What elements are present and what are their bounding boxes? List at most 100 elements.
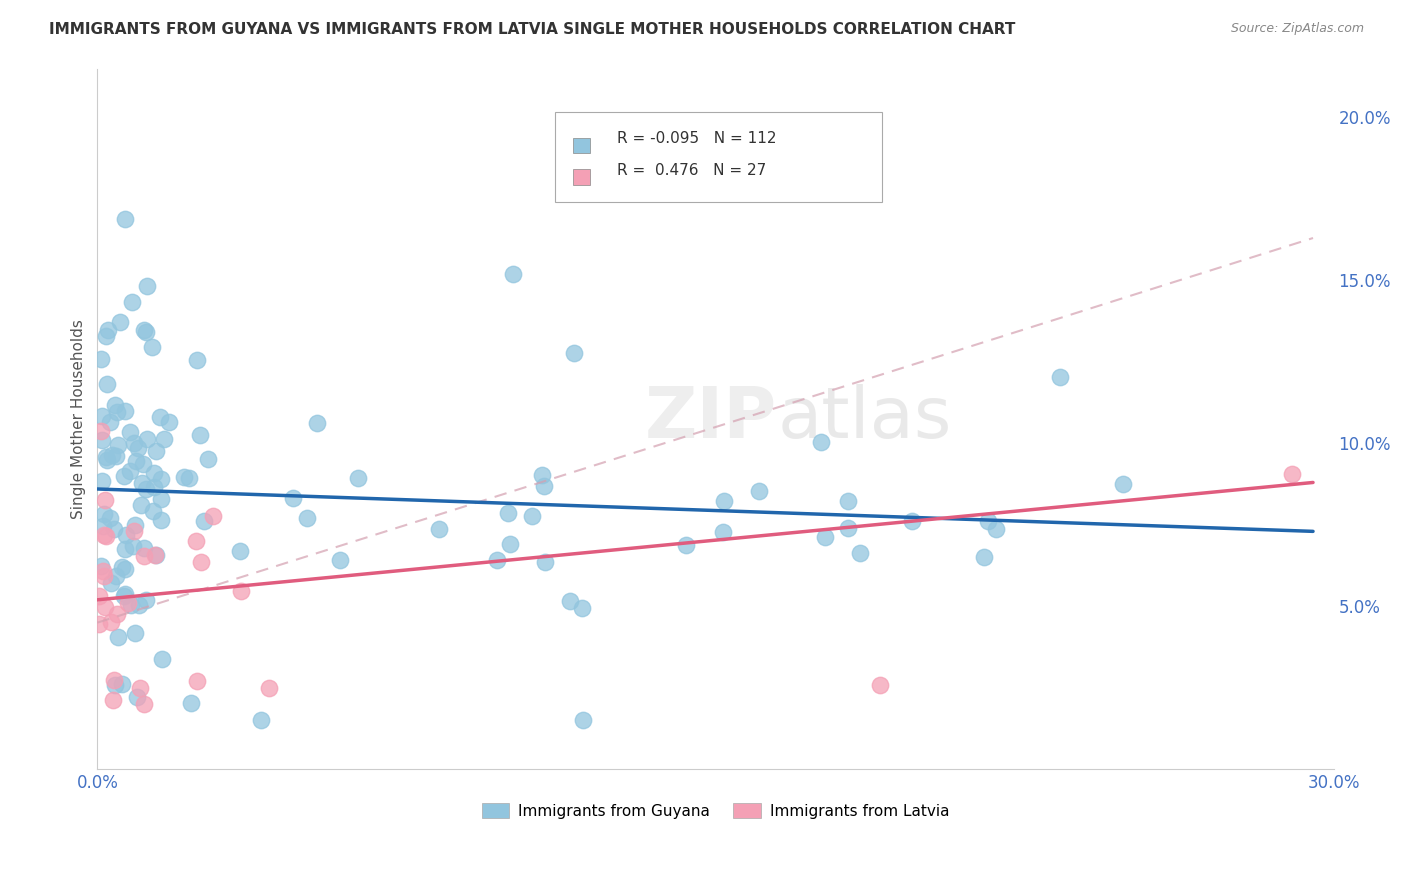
Point bbox=[149, 472, 172, 486]
Point bbox=[295, 511, 318, 525]
Point bbox=[114, 587, 136, 601]
Point bbox=[96, 376, 118, 391]
Point bbox=[145, 444, 167, 458]
Point bbox=[135, 432, 157, 446]
Point bbox=[562, 346, 585, 360]
Point bbox=[849, 545, 872, 559]
Point bbox=[259, 681, 281, 695]
Point bbox=[111, 559, 134, 574]
Point bbox=[107, 607, 129, 622]
Point bbox=[91, 474, 114, 488]
Point bbox=[100, 448, 122, 462]
Point bbox=[90, 559, 112, 574]
Point bbox=[675, 538, 697, 552]
Point bbox=[571, 714, 593, 728]
Point bbox=[128, 681, 150, 696]
Point bbox=[180, 697, 202, 711]
Point bbox=[90, 425, 112, 439]
Point bbox=[1049, 370, 1071, 384]
Legend: Immigrants from Guyana, Immigrants from Latvia: Immigrants from Guyana, Immigrants from … bbox=[475, 797, 956, 825]
Point bbox=[89, 590, 111, 604]
Point bbox=[143, 480, 166, 494]
Point bbox=[104, 678, 127, 692]
Point bbox=[522, 508, 544, 523]
Point bbox=[91, 433, 114, 447]
Point bbox=[96, 529, 118, 543]
Point bbox=[305, 417, 328, 431]
Point bbox=[131, 475, 153, 490]
Point bbox=[186, 674, 208, 689]
Point bbox=[120, 598, 142, 612]
Point bbox=[100, 615, 122, 629]
Y-axis label: Single Mother Households: Single Mother Households bbox=[72, 319, 86, 519]
Point bbox=[229, 544, 252, 558]
Point bbox=[132, 697, 155, 711]
Point bbox=[152, 432, 174, 446]
Point bbox=[121, 294, 143, 309]
Point bbox=[125, 690, 148, 704]
Point bbox=[190, 556, 212, 570]
Point bbox=[984, 522, 1007, 536]
Point bbox=[124, 518, 146, 533]
Point bbox=[114, 211, 136, 226]
Point bbox=[94, 328, 117, 343]
Point bbox=[150, 651, 173, 665]
Point bbox=[93, 528, 115, 542]
Point bbox=[98, 510, 121, 524]
Point bbox=[90, 352, 112, 367]
Point bbox=[118, 464, 141, 478]
Point bbox=[97, 323, 120, 337]
Point bbox=[125, 454, 148, 468]
Point bbox=[145, 548, 167, 562]
Point bbox=[94, 600, 117, 615]
Point bbox=[186, 353, 208, 368]
FancyBboxPatch shape bbox=[574, 138, 589, 153]
Point bbox=[136, 279, 159, 293]
Point bbox=[121, 539, 143, 553]
Point bbox=[94, 493, 117, 508]
Point bbox=[149, 491, 172, 506]
Point bbox=[132, 549, 155, 563]
Point bbox=[96, 453, 118, 467]
Point bbox=[837, 493, 859, 508]
FancyBboxPatch shape bbox=[574, 169, 589, 185]
Point bbox=[1281, 467, 1303, 482]
Point bbox=[502, 267, 524, 281]
Point bbox=[814, 530, 837, 544]
Text: ZIP: ZIP bbox=[645, 384, 778, 453]
Point bbox=[496, 506, 519, 520]
Point bbox=[157, 415, 180, 429]
Point bbox=[114, 403, 136, 417]
Point bbox=[118, 425, 141, 439]
Point bbox=[329, 553, 352, 567]
Text: R = -0.095   N = 112: R = -0.095 N = 112 bbox=[617, 131, 776, 146]
Point bbox=[229, 584, 252, 599]
Point bbox=[101, 693, 124, 707]
Point bbox=[93, 564, 115, 578]
Point bbox=[558, 594, 581, 608]
Point bbox=[973, 550, 995, 565]
Point bbox=[571, 600, 593, 615]
Point bbox=[103, 398, 125, 412]
Point bbox=[104, 449, 127, 463]
Point bbox=[117, 596, 139, 610]
Text: R =  0.476   N = 27: R = 0.476 N = 27 bbox=[617, 162, 766, 178]
Point bbox=[141, 340, 163, 354]
Point bbox=[177, 471, 200, 485]
Point bbox=[93, 519, 115, 533]
Point bbox=[135, 325, 157, 339]
Point bbox=[193, 514, 215, 528]
Point bbox=[112, 589, 135, 603]
Point bbox=[837, 521, 859, 535]
Point bbox=[135, 482, 157, 496]
Point bbox=[533, 479, 555, 493]
Point bbox=[534, 555, 557, 569]
Point bbox=[186, 533, 208, 548]
Point bbox=[142, 504, 165, 518]
Point bbox=[901, 514, 924, 528]
Point bbox=[115, 527, 138, 541]
Point bbox=[281, 491, 304, 506]
Point bbox=[713, 494, 735, 508]
Point bbox=[748, 484, 770, 499]
Point bbox=[197, 452, 219, 467]
